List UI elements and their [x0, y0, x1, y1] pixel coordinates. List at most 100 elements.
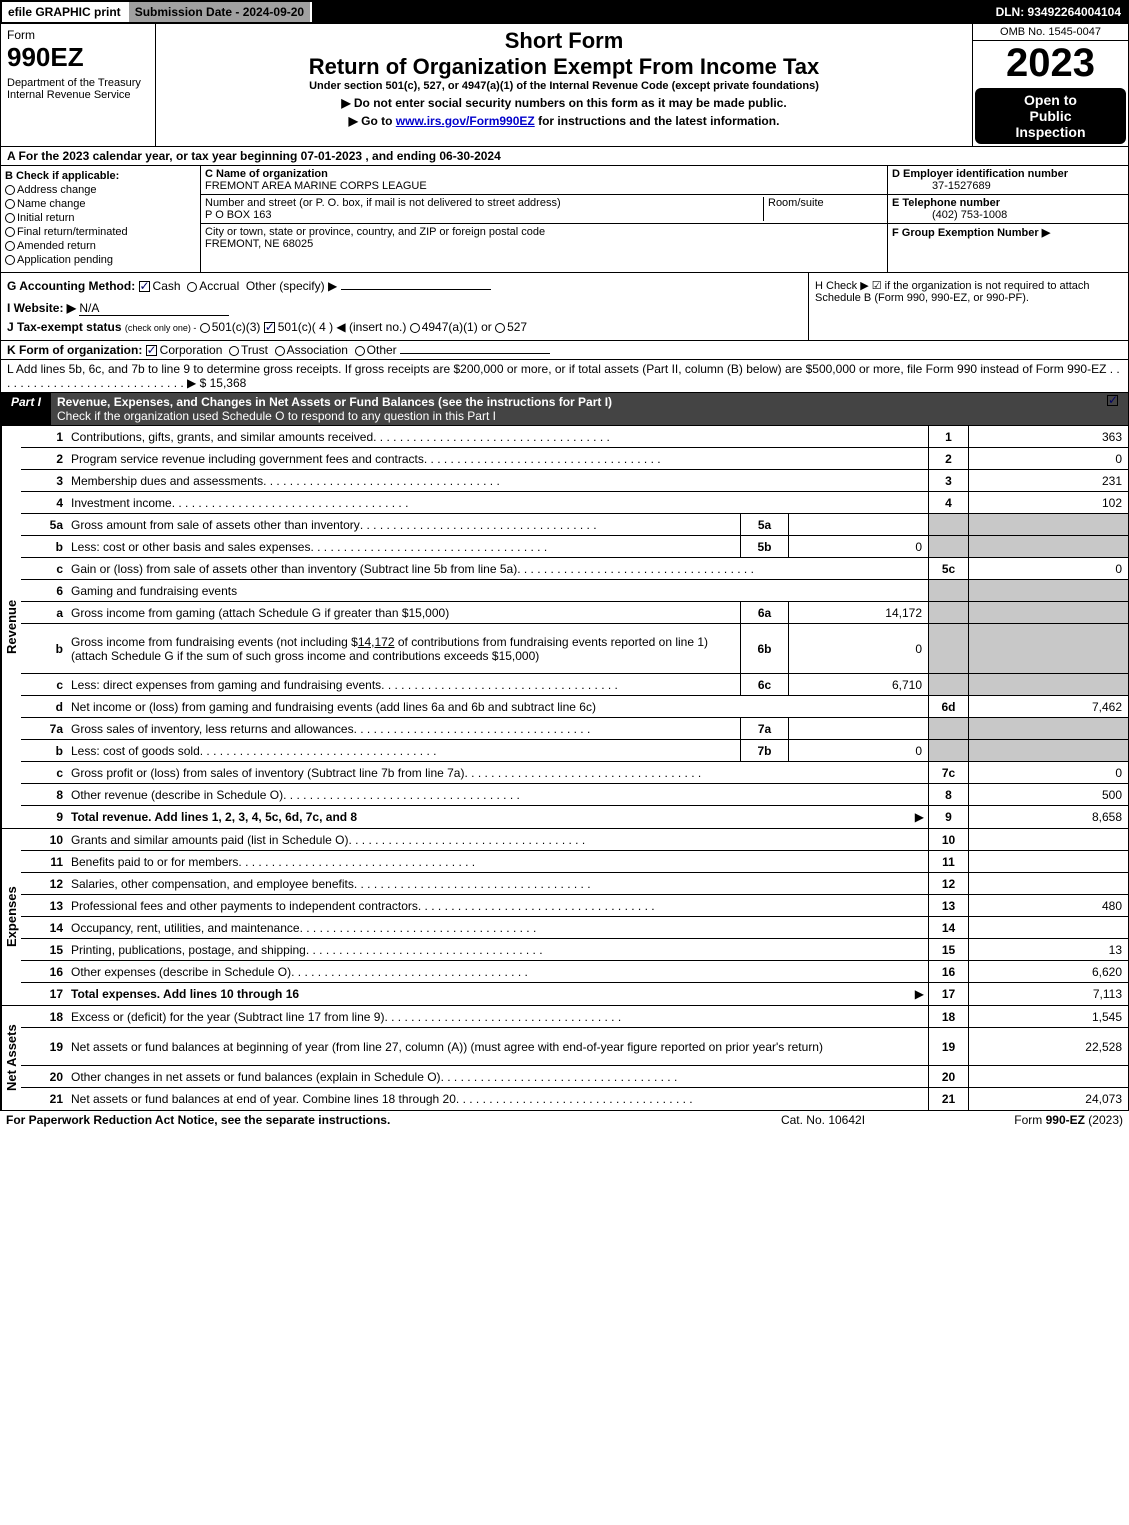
- section-c: C Name of organization FREMONT AREA MARI…: [201, 166, 888, 272]
- line-4-value: 102: [968, 492, 1128, 513]
- city: FREMONT, NE 68025: [205, 238, 313, 250]
- header-center: Short Form Return of Organization Exempt…: [156, 24, 973, 146]
- line-13: Professional fees and other payments to …: [67, 895, 928, 916]
- line-5c: Gain or (loss) from sale of assets other…: [67, 558, 928, 579]
- instruction-2: ▶ Go to www.irs.gov/Form990EZ for instru…: [164, 114, 964, 128]
- section-k: K Form of organization: Corporation Trus…: [0, 341, 1129, 360]
- name-label: C Name of organization: [205, 168, 328, 180]
- line-1: Contributions, gifts, grants, and simila…: [67, 426, 928, 447]
- line-16: Other expenses (describe in Schedule O): [67, 961, 928, 982]
- efile-label[interactable]: efile GRAPHIC print: [2, 2, 129, 22]
- instruction-1: ▶ Do not enter social security numbers o…: [164, 96, 964, 110]
- line-6b-value: 0: [788, 624, 928, 673]
- app-pending[interactable]: Application pending: [5, 254, 196, 266]
- section-a: A For the 2023 calendar year, or tax yea…: [0, 147, 1129, 166]
- phone: (402) 753-1008: [892, 209, 1007, 221]
- section-g: G Accounting Method: Cash Accrual Other …: [1, 273, 808, 340]
- dept-label: Department of the Treasury Internal Reve…: [7, 77, 149, 101]
- omb-number: OMB No. 1545-0047: [973, 24, 1128, 41]
- ein-label: D Employer identification number: [892, 168, 1068, 180]
- final-return[interactable]: Final return/terminated: [5, 226, 196, 238]
- line-5b: Less: cost or other basis and sales expe…: [67, 536, 740, 557]
- org-name: FREMONT AREA MARINE CORPS LEAGUE: [205, 180, 427, 192]
- line-4: Investment income: [67, 492, 928, 513]
- line-12: Salaries, other compensation, and employ…: [67, 873, 928, 894]
- footer-cat: Cat. No. 10642I: [723, 1113, 923, 1127]
- line-9-value: 8,658: [968, 806, 1128, 828]
- line-5a-value: [788, 514, 928, 535]
- section-h: H Check ▶ ☑ if the organization is not r…: [808, 273, 1128, 340]
- netassets-side-label: Net Assets: [1, 1006, 21, 1110]
- header-right: OMB No. 1545-0047 2023 Open to Public In…: [973, 24, 1128, 146]
- line-8: Other revenue (describe in Schedule O): [67, 784, 928, 805]
- tax-year: 2023: [973, 41, 1128, 86]
- line-7a-value: [788, 718, 928, 739]
- form-number: 990EZ: [7, 42, 149, 73]
- submission-date: Submission Date - 2024-09-20: [129, 2, 312, 22]
- accrual-radio[interactable]: [187, 282, 197, 292]
- line-6a: Gross income from gaming (attach Schedul…: [67, 602, 740, 623]
- amended-return[interactable]: Amended return: [5, 240, 196, 252]
- part-1-header: Part I Revenue, Expenses, and Changes in…: [0, 393, 1129, 426]
- line-21: Net assets or fund balances at end of ye…: [67, 1088, 928, 1110]
- line-5a: Gross amount from sale of assets other t…: [67, 514, 740, 535]
- street: P O BOX 163: [205, 209, 271, 221]
- open-public-inspection: Open to Public Inspection: [975, 88, 1126, 144]
- part-1-checkbox[interactable]: [1100, 393, 1128, 425]
- dln: DLN: 93492264004104: [990, 2, 1127, 22]
- line-10-value: [968, 829, 1128, 850]
- section-l: L Add lines 5b, 6c, and 7b to line 9 to …: [0, 360, 1129, 393]
- part-1-grid: Revenue 1Contributions, gifts, grants, a…: [0, 426, 1129, 1111]
- line-19-value: 22,528: [968, 1028, 1128, 1065]
- form-header: Form 990EZ Department of the Treasury In…: [0, 24, 1129, 147]
- part-1-tab: Part I: [1, 393, 51, 425]
- initial-return[interactable]: Initial return: [5, 212, 196, 224]
- line-9: Total revenue. Add lines 1, 2, 3, 4, 5c,…: [67, 806, 928, 828]
- part-1-checkline: Check if the organization used Schedule …: [57, 409, 496, 423]
- line-2: Program service revenue including govern…: [67, 448, 928, 469]
- line-7b: Less: cost of goods sold: [67, 740, 740, 761]
- irs-link[interactable]: www.irs.gov/Form990EZ: [396, 114, 535, 128]
- line-17-value: 7,113: [968, 983, 1128, 1005]
- line-15-value: 13: [968, 939, 1128, 960]
- line-18-value: 1,545: [968, 1006, 1128, 1027]
- line-7c-value: 0: [968, 762, 1128, 783]
- corp-checkbox[interactable]: [146, 345, 157, 356]
- line-14-value: [968, 917, 1128, 938]
- expenses-side-label: Expenses: [1, 829, 21, 1005]
- form-word: Form: [7, 28, 149, 42]
- line-7a: Gross sales of inventory, less returns a…: [67, 718, 740, 739]
- line-8-value: 500: [968, 784, 1128, 805]
- 501c4-checkbox[interactable]: [264, 322, 275, 333]
- row-gh: G Accounting Method: Cash Accrual Other …: [0, 273, 1129, 341]
- line-5c-value: 0: [968, 558, 1128, 579]
- website-value: N/A: [79, 301, 229, 316]
- city-label: City or town, state or province, country…: [205, 226, 545, 238]
- section-def: D Employer identification number 37-1527…: [888, 166, 1128, 272]
- line-5b-value: 0: [788, 536, 928, 557]
- group-label: F Group Exemption Number ▶: [892, 227, 1050, 239]
- under-section: Under section 501(c), 527, or 4947(a)(1)…: [164, 80, 964, 92]
- street-label: Number and street (or P. O. box, if mail…: [205, 197, 561, 209]
- line-17: Total expenses. Add lines 10 through 16▶: [67, 983, 928, 1005]
- section-b-label: B Check if applicable:: [5, 170, 196, 182]
- phone-label: E Telephone number: [892, 197, 1000, 209]
- line-11-value: [968, 851, 1128, 872]
- line-11: Benefits paid to or for members: [67, 851, 928, 872]
- line-20-value: [968, 1066, 1128, 1087]
- ein: 37-1527689: [892, 180, 991, 192]
- section-b: B Check if applicable: Address change Na…: [1, 166, 201, 272]
- row-bcdef: B Check if applicable: Address change Na…: [0, 166, 1129, 273]
- line-19: Net assets or fund balances at beginning…: [67, 1028, 928, 1065]
- line-7c: Gross profit or (loss) from sales of inv…: [67, 762, 928, 783]
- top-bar: efile GRAPHIC print Submission Date - 20…: [0, 0, 1129, 24]
- part-1-title: Revenue, Expenses, and Changes in Net As…: [57, 395, 612, 409]
- name-change[interactable]: Name change: [5, 198, 196, 210]
- addr-change[interactable]: Address change: [5, 184, 196, 196]
- line-3: Membership dues and assessments: [67, 470, 928, 491]
- line-7b-value: 0: [788, 740, 928, 761]
- footer-left: For Paperwork Reduction Act Notice, see …: [6, 1113, 723, 1127]
- short-form-label: Short Form: [164, 28, 964, 54]
- footer-form: Form 990-EZ (2023): [923, 1113, 1123, 1127]
- cash-checkbox[interactable]: [139, 281, 150, 292]
